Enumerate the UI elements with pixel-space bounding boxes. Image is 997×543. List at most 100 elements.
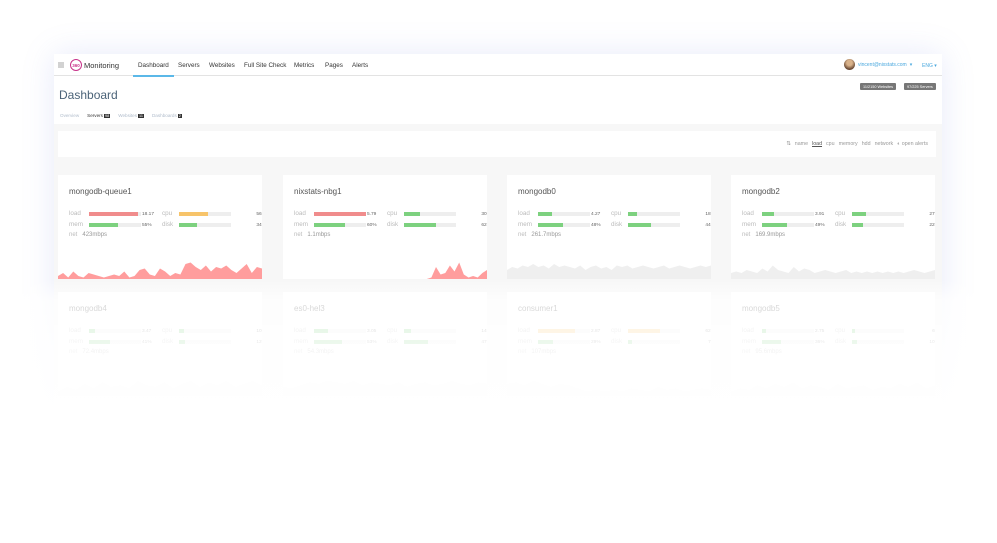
server-name[interactable]: mongodb5: [742, 304, 780, 313]
disk-metric: disk 12%: [162, 338, 262, 346]
cpu-label: cpu: [835, 327, 846, 334]
disk-label: disk: [162, 338, 174, 345]
sparkline-area: [58, 381, 262, 396]
net-metric: net 261.7mbps: [518, 232, 562, 238]
websites-quota-badge: 11/2150 Websites: [860, 83, 897, 90]
disk-label: disk: [387, 221, 399, 228]
sort-load[interactable]: load: [812, 141, 823, 147]
server-name[interactable]: es0-hel3: [294, 304, 325, 313]
user-email: vincent@nixstats.com: [858, 61, 907, 68]
sort-icon: ⇅: [786, 141, 791, 147]
tab-dashboards[interactable]: Dashboards 2: [151, 113, 182, 118]
mem-label: mem: [742, 221, 756, 228]
mem-label: mem: [294, 338, 308, 345]
cpu-label: cpu: [387, 210, 398, 217]
nav-websites[interactable]: Websites: [209, 62, 235, 69]
mem-metric: mem 49%: [742, 221, 842, 229]
mem-bar: [89, 223, 141, 227]
cpu-bar: [179, 212, 231, 216]
traffic-sparkline: [283, 381, 487, 396]
mem-value: 36%: [815, 339, 825, 345]
sparkline-area: [731, 265, 935, 279]
mem-value: 41%: [142, 339, 152, 345]
cpu-value: 10%: [256, 328, 262, 334]
sort-name[interactable]: name: [794, 141, 809, 147]
disk-bar: [179, 223, 231, 227]
cpu-value: 27%: [929, 211, 935, 217]
sort-network[interactable]: network: [874, 141, 894, 147]
logo[interactable]: 360 Monitoring: [70, 59, 119, 71]
net-metric: net 107mbps: [518, 349, 557, 355]
mem-metric: mem 41%: [69, 338, 169, 346]
cpu-metric: cpu 10%: [162, 327, 262, 335]
app-window: 360 Monitoring Dashboard Servers Websites…: [54, 54, 942, 434]
language-select[interactable]: ENG ▾: [922, 63, 937, 69]
traffic-sparkline: [58, 381, 262, 396]
server-card[interactable]: mongodb-queue1 load 18.17 cpu 56% mem 55% disk 3…: [58, 175, 262, 279]
disk-label: disk: [162, 221, 174, 228]
tab-overview[interactable]: Overview: [60, 113, 80, 118]
chevron-down-icon: ▾: [909, 61, 913, 68]
net-metric: net 423mbps: [69, 232, 108, 238]
sort-hdd[interactable]: hdd: [861, 141, 871, 147]
server-card[interactable]: consumer1 load 2.87 cpu 62% mem 29% disk 7% net 1…: [507, 292, 711, 396]
count-badge: 98: [103, 114, 111, 118]
load-label: load: [69, 210, 81, 217]
sort-cpu[interactable]: cpu: [826, 141, 835, 147]
load-bar: [89, 212, 141, 216]
nav-servers[interactable]: Servers: [178, 62, 200, 69]
nav-metrics[interactable]: Metrics: [294, 62, 315, 69]
open-alerts-toggle[interactable]: ◐ open alerts: [897, 141, 928, 147]
tab-websites[interactable]: Websites 11: [118, 113, 144, 118]
cpu-value: 6%: [932, 328, 935, 334]
sparkline-area: [283, 381, 487, 396]
server-name[interactable]: nixstats-nbg1: [294, 187, 342, 196]
mem-metric: mem 36%: [742, 338, 842, 346]
net-metric: net 95.6mbps: [742, 349, 782, 355]
load-value: 4.27: [591, 211, 601, 217]
server-name[interactable]: mongodb-queue1: [69, 187, 132, 196]
server-card[interactable]: es0-hel3 load 3.05 cpu 14% mem 53% disk 47% net 5…: [283, 292, 487, 396]
cpu-label: cpu: [162, 327, 173, 334]
cpu-label: cpu: [387, 327, 398, 334]
traffic-sparkline: [507, 264, 711, 279]
server-name[interactable]: mongodb2: [742, 187, 780, 196]
top-navbar: 360 Monitoring Dashboard Servers Websites…: [54, 54, 942, 77]
nav-dashboard[interactable]: Dashboard: [133, 62, 174, 77]
server-card[interactable]: mongodb0 load 4.27 cpu 18% mem 48% disk 44% net 2…: [507, 175, 711, 279]
sub-tabs: Overview Servers 98 Websites 11 Dashboards…: [60, 113, 182, 118]
user-menu[interactable]: vincent@nixstats.com ▾: [844, 59, 912, 70]
disk-label: disk: [611, 221, 623, 228]
logo-icon: 360: [70, 59, 82, 71]
server-name[interactable]: mongodb0: [518, 187, 556, 196]
load-value: 18.17: [142, 211, 155, 217]
server-card[interactable]: nixstats-nbg1 load 5.79 cpu 30% mem 60% disk 62%…: [283, 175, 487, 279]
server-card[interactable]: mongodb5 load 2.75 cpu 6% mem 36% disk 10% net 95…: [731, 292, 935, 396]
mem-value: 29%: [591, 339, 601, 345]
nav-pages[interactable]: Pages: [325, 62, 343, 69]
disk-label: disk: [835, 221, 847, 228]
tab-servers[interactable]: Servers 98: [87, 113, 111, 118]
mem-label: mem: [294, 221, 308, 228]
disk-metric: disk 47%: [387, 338, 487, 346]
server-name[interactable]: consumer1: [518, 304, 558, 313]
cpu-bar: [404, 329, 456, 333]
server-card[interactable]: mongodb2 load 3.91 cpu 27% mem 49% disk 22% net 1…: [731, 175, 935, 279]
sparkline-area: [507, 264, 711, 279]
nav-alerts[interactable]: Alerts: [352, 62, 369, 69]
mem-label: mem: [69, 221, 83, 228]
net-metric: net 169.9mbps: [742, 232, 786, 238]
apps-grid-icon[interactable]: [58, 62, 64, 68]
count-badge: 2: [177, 114, 182, 118]
disk-bar: [852, 223, 904, 227]
disk-bar: [179, 340, 231, 344]
mem-label: mem: [518, 338, 532, 345]
sort-memory[interactable]: memory: [838, 141, 858, 147]
server-card[interactable]: mongodb4 load 3.47 cpu 10% mem 41% disk 12% net 7…: [58, 292, 262, 396]
traffic-sparkline: [731, 382, 935, 396]
cpu-value: 56%: [256, 211, 262, 217]
cpu-value: 18%: [705, 211, 711, 217]
nav-full-site-check[interactable]: Full Site Check: [244, 62, 287, 69]
disk-bar: [852, 340, 904, 344]
server-name[interactable]: mongodb4: [69, 304, 107, 313]
